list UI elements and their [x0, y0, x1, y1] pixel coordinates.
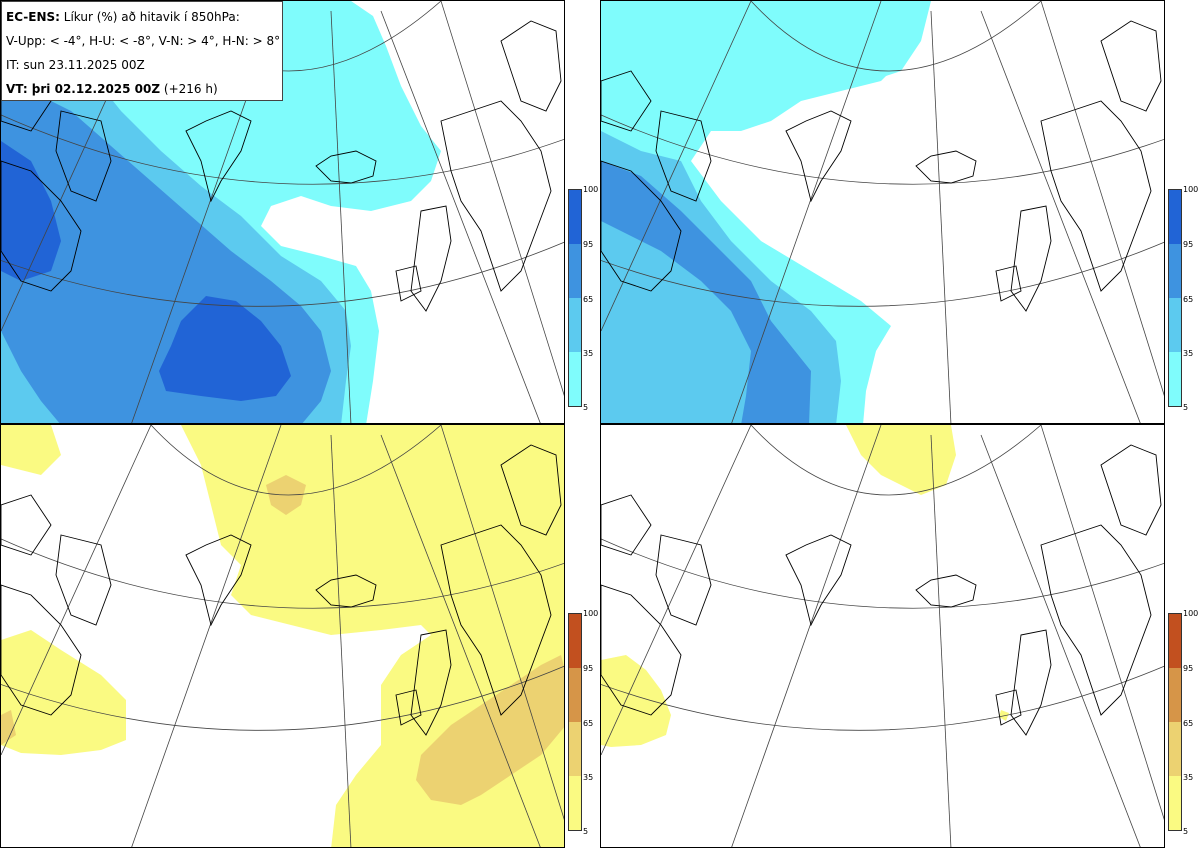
prob-area-5: [846, 425, 956, 495]
coastlines: [1, 444, 562, 736]
colorbar-warm-bottom-left: [568, 613, 582, 831]
colorbar-cold-top-left: [568, 189, 582, 407]
prob-area-35: [416, 655, 564, 805]
cbar-tick-35: 35: [583, 349, 594, 358]
prob-area-95: [159, 296, 291, 401]
cbar-tick-100: 100: [583, 185, 599, 194]
prob-area-5: [601, 655, 671, 747]
prob-area-5: [1, 425, 61, 475]
graticule: [1, 1, 564, 423]
prob-area-65: [601, 161, 811, 423]
cbar-tick-5: 5: [583, 827, 589, 836]
map-panel-warm-anomaly-8: [600, 424, 1165, 848]
cbar-tick-5: 5: [1183, 403, 1189, 412]
map-panel-cold-anomaly-4: EC-ENS: Líkur (%) að hitavik í 850hPa: V…: [0, 0, 565, 424]
coastlines: [1, 20, 562, 312]
cbar-tick-65: 65: [1183, 295, 1194, 304]
coastlines: [601, 20, 1162, 312]
cbar-tick-95: 95: [583, 664, 594, 673]
cbar-tick-100: 100: [583, 609, 599, 618]
map-panel-warm-anomaly-4: [0, 424, 565, 848]
cbar-tick-5: 5: [1183, 827, 1189, 836]
prob-area-35: [1, 710, 16, 745]
legend-valid-time: VT: þri 02.12.2025 00Z (+216 h): [6, 82, 218, 96]
coastlines: [601, 444, 1162, 736]
colorbar-cold-top-right: [1168, 189, 1182, 407]
graticule: [601, 1, 1164, 423]
map-legend: EC-ENS: Líkur (%) að hitavik í 850hPa: V…: [1, 1, 283, 101]
cbar-tick-95: 95: [1183, 240, 1194, 249]
graticule: [1, 425, 564, 847]
cbar-tick-35: 35: [1183, 773, 1194, 782]
prob-area-5: [801, 1, 931, 81]
cbar-tick-100: 100: [1183, 185, 1199, 194]
map-panel-cold-anomaly-8: [600, 0, 1165, 424]
cbar-tick-65: 65: [1183, 719, 1194, 728]
cbar-tick-5: 5: [583, 403, 589, 412]
graticule: [601, 425, 1164, 847]
prob-area-5: [1, 630, 126, 755]
cbar-tick-95: 95: [1183, 664, 1194, 673]
legend-init-time: IT: sun 23.11.2025 00Z: [6, 58, 145, 72]
colorbar-warm-bottom-right: [1168, 613, 1182, 831]
legend-title-line: EC-ENS: Líkur (%) að hitavik í 850hPa:: [6, 10, 240, 24]
prob-area-95: [1, 141, 61, 281]
cbar-tick-65: 65: [583, 295, 594, 304]
cbar-tick-35: 35: [583, 773, 594, 782]
cbar-tick-100: 100: [1183, 609, 1199, 618]
legend-thresholds-line: V-Upp: < -4°, H-U: < -8°, V-N: > 4°, H-N…: [6, 34, 281, 48]
cbar-tick-35: 35: [1183, 349, 1194, 358]
cbar-tick-65: 65: [583, 719, 594, 728]
cbar-tick-95: 95: [583, 240, 594, 249]
